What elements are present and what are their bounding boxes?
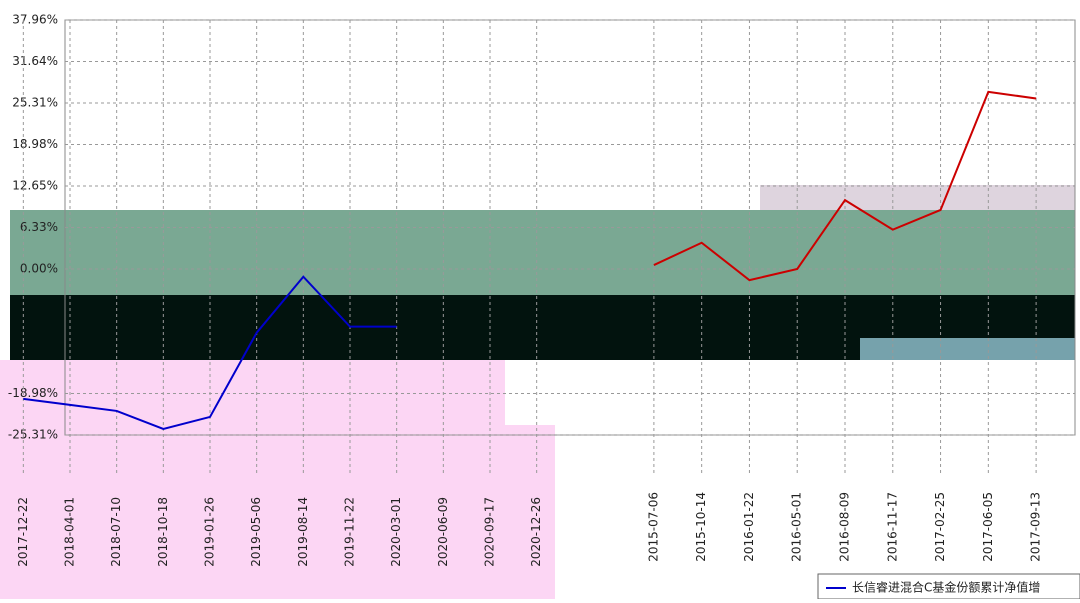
- x-tick-label: 2015-07-06: [646, 492, 660, 562]
- x-tick-label: 2019-01-26: [203, 497, 217, 567]
- glitch-block: [760, 185, 1075, 210]
- x-tick-label: 2019-08-14: [296, 497, 310, 567]
- x-tick-label: 2015-10-14: [694, 492, 708, 562]
- y-tick-label: -25.31%: [8, 428, 58, 442]
- x-tick-label: 2016-08-09: [838, 492, 852, 562]
- x-tick-label: 2016-01-22: [742, 492, 756, 562]
- y-tick-label: -18.98%: [8, 386, 58, 400]
- x-tick-label: 2017-02-25: [933, 492, 947, 562]
- legend: 长信睿进混合C基金份额累计净值增: [817, 573, 1080, 600]
- x-tick-label: 2018-10-18: [156, 497, 170, 567]
- x-tick-label: 2017-12-22: [16, 497, 30, 567]
- x-tick-label: 2020-06-09: [436, 497, 450, 567]
- x-tick-label: 2018-04-01: [63, 497, 77, 567]
- x-tick-label: 2018-07-10: [109, 497, 123, 567]
- background-band: [0, 360, 505, 425]
- glitch-block: [860, 338, 1075, 360]
- data-line: [23, 275, 397, 431]
- y-tick-label: 37.96%: [12, 13, 58, 27]
- x-tick-label: 2016-11-17: [885, 492, 899, 562]
- x-tick-label: 2020-12-26: [529, 497, 543, 567]
- y-tick-label: 0.00%: [20, 261, 58, 275]
- y-tick-label: 31.64%: [12, 54, 58, 68]
- x-tick-label: 2017-06-05: [981, 492, 995, 562]
- y-tick-label: 6.33%: [20, 220, 58, 234]
- y-tick-label: 18.98%: [12, 137, 58, 151]
- background-band: [0, 425, 555, 599]
- background-band: [10, 210, 1075, 295]
- x-tick-label: 2019-05-06: [249, 497, 263, 567]
- x-tick-label: 2019-11-22: [343, 497, 357, 567]
- y-tick-label: 25.31%: [12, 95, 58, 109]
- x-tick-label: 2020-09-17: [483, 497, 497, 567]
- x-tick-label: 2020-03-01: [389, 497, 403, 567]
- y-tick-label: 12.65%: [12, 179, 58, 193]
- x-tick-label: 2016-05-01: [790, 492, 804, 562]
- legend-label: 长信睿进混合C基金份额累计净值增: [852, 580, 1040, 595]
- x-tick-label: 2017-09-13: [1029, 492, 1043, 562]
- data-line: [653, 90, 1037, 282]
